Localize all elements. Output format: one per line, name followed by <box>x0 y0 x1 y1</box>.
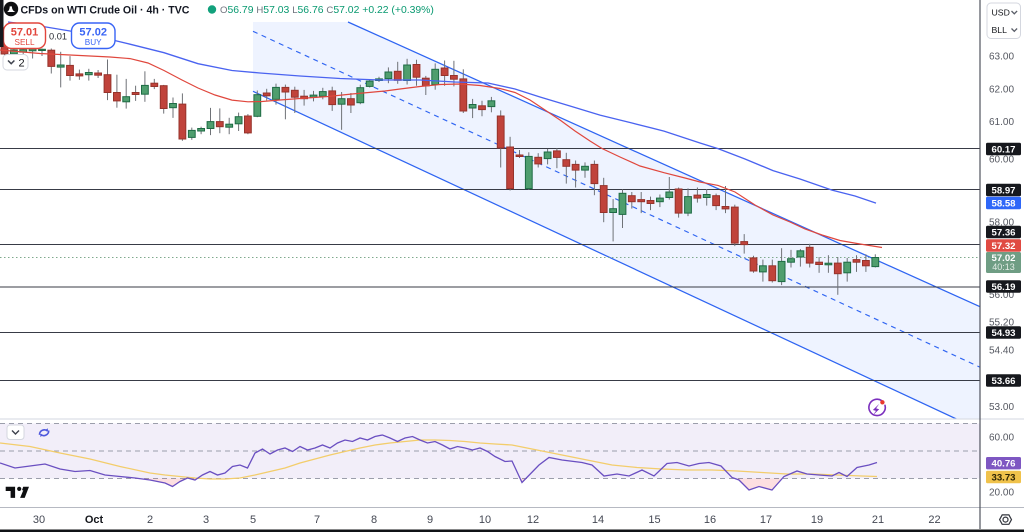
svg-text:55.20: 55.20 <box>989 318 1014 329</box>
svg-text:58.97: 58.97 <box>991 185 1015 196</box>
svg-text:56.19: 56.19 <box>991 282 1015 293</box>
svg-text:15: 15 <box>648 514 660 526</box>
svg-text:57.32: 57.32 <box>991 241 1015 252</box>
svg-text:17: 17 <box>760 514 772 526</box>
svg-text:BUY: BUY <box>85 38 102 47</box>
svg-text:7: 7 <box>314 514 320 526</box>
svg-text:O56.79 H57.03 L56.76 C57.02 +0: O56.79 H57.03 L56.76 C57.02 +0.22 (+0.39… <box>220 5 434 16</box>
svg-text:0.01: 0.01 <box>49 32 67 42</box>
svg-text:63.00: 63.00 <box>989 52 1014 63</box>
svg-text:40:13: 40:13 <box>992 262 1015 272</box>
svg-text:30: 30 <box>33 514 45 526</box>
svg-text:20.00: 20.00 <box>989 488 1014 499</box>
svg-text:CFDs on WTI Crude Oil · 4h · T: CFDs on WTI Crude Oil · 4h · TVC <box>21 5 190 17</box>
svg-text:60.00: 60.00 <box>989 433 1014 444</box>
svg-text:21: 21 <box>872 514 884 526</box>
svg-text:10: 10 <box>479 514 491 526</box>
svg-text:54.93: 54.93 <box>991 328 1015 339</box>
svg-text:USD: USD <box>992 8 1010 18</box>
svg-text:33.73: 33.73 <box>991 472 1015 483</box>
svg-text:58.00: 58.00 <box>989 218 1014 229</box>
svg-text:16: 16 <box>704 514 716 526</box>
svg-text:9: 9 <box>427 514 433 526</box>
svg-text:57.01: 57.01 <box>11 27 39 39</box>
svg-text:62.00: 62.00 <box>989 85 1014 96</box>
svg-text:57.36: 57.36 <box>991 227 1015 238</box>
svg-text:Oct: Oct <box>85 514 104 526</box>
svg-text:61.00: 61.00 <box>989 117 1014 128</box>
svg-text:19: 19 <box>811 514 823 526</box>
svg-text:40.76: 40.76 <box>991 459 1015 470</box>
svg-text:57.02: 57.02 <box>991 253 1015 264</box>
svg-text:60.00: 60.00 <box>989 155 1014 166</box>
svg-text:14: 14 <box>592 514 604 526</box>
svg-text:22: 22 <box>928 514 940 526</box>
svg-text:2: 2 <box>19 58 25 70</box>
svg-text:56.00: 56.00 <box>989 290 1014 301</box>
svg-text:8: 8 <box>371 514 377 526</box>
svg-text:SELL: SELL <box>14 38 34 47</box>
svg-text:BLL: BLL <box>992 25 1008 35</box>
svg-text:53.66: 53.66 <box>991 376 1015 387</box>
svg-text:3: 3 <box>203 514 209 526</box>
svg-text:60.17: 60.17 <box>991 144 1015 155</box>
svg-text:5: 5 <box>250 514 256 526</box>
svg-text:57.02: 57.02 <box>79 27 107 39</box>
svg-text:58.58: 58.58 <box>991 199 1016 210</box>
svg-text:12: 12 <box>527 514 539 526</box>
svg-text:54.40: 54.40 <box>989 346 1014 357</box>
svg-text:2: 2 <box>147 514 153 526</box>
svg-text:53.00: 53.00 <box>989 402 1014 413</box>
